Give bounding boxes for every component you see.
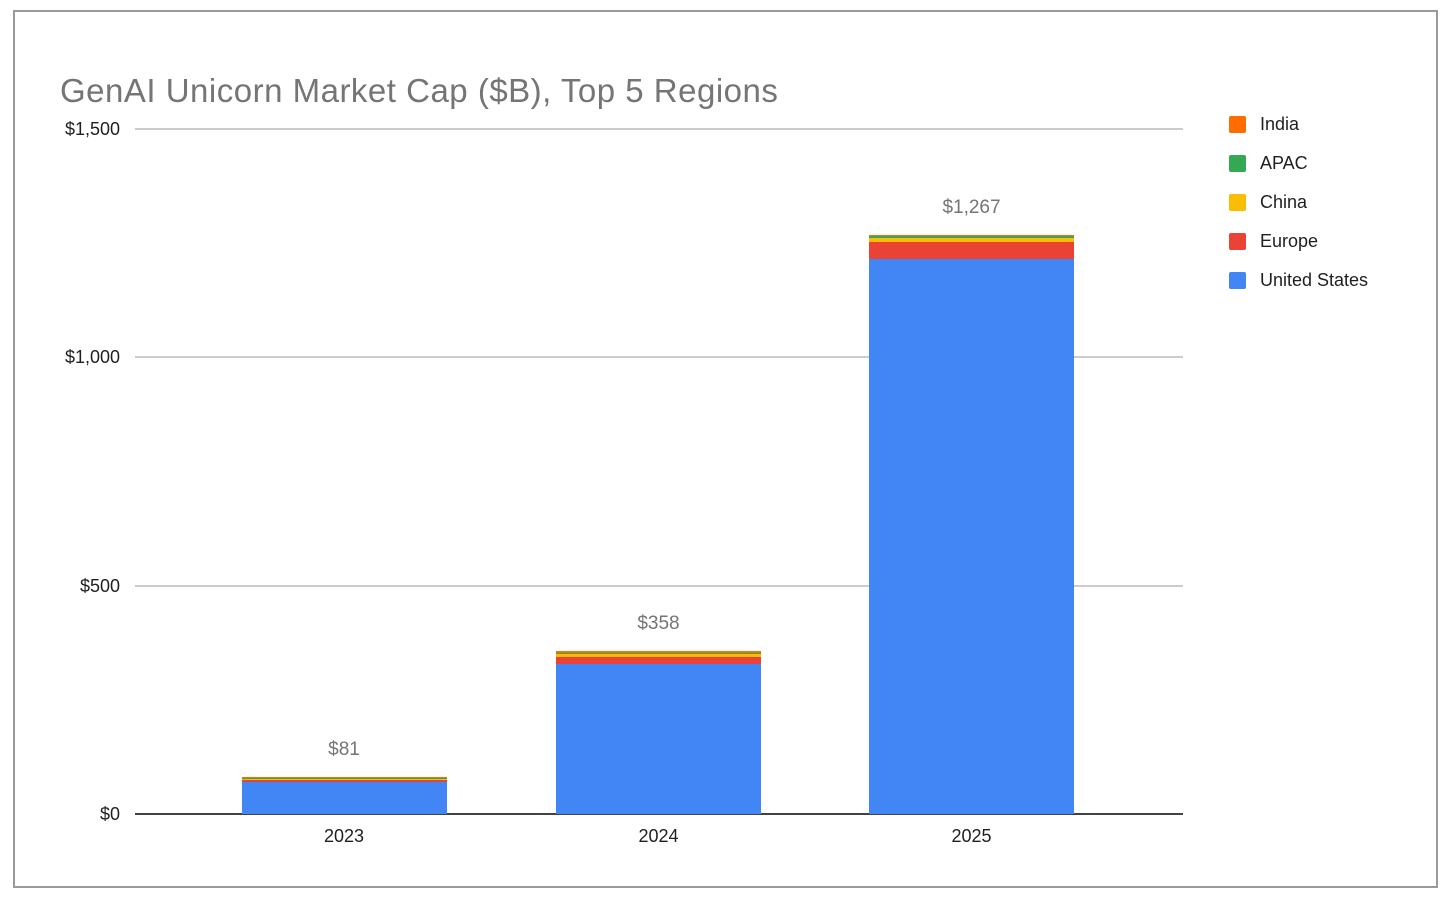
gridline-1000 [135, 356, 1183, 359]
legend-item-india[interactable]: India [1229, 112, 1368, 137]
y-tick-label-1500: $1,500 [64, 119, 120, 139]
x-tick-label-2025: 2025 [951, 826, 992, 846]
plot-area: $0 $500 $1,000 $1,500 $81 $358 $1,267 2023 202… [65, 119, 1183, 846]
legend-item-china[interactable]: China [1229, 190, 1368, 215]
legend-label-united-states: United States [1260, 270, 1369, 290]
legend-swatch-united-states [1229, 272, 1246, 289]
bar-segment-2024-china[interactable] [556, 653, 761, 658]
bar-segment-2025-india[interactable] [869, 235, 1074, 237]
x-tick-label-2024: 2024 [638, 826, 679, 846]
bar-2023[interactable] [241, 777, 447, 814]
bar-segment-2024-united-states[interactable] [556, 664, 761, 814]
total-label-2024: $358 [637, 612, 680, 634]
legend-swatch-europe [1229, 233, 1246, 250]
y-tick-label-0: $0 [99, 804, 120, 824]
legend-item-united-states[interactable]: United States [1229, 268, 1368, 293]
bar-segment-2024-india[interactable] [556, 650, 761, 654]
legend-swatch-india [1229, 116, 1246, 133]
legend-item-apac[interactable]: APAC [1229, 151, 1368, 176]
bar-segment-2023-europe[interactable] [241, 779, 447, 783]
y-tick-label-500: $500 [79, 575, 120, 596]
bar-segment-2025-apac[interactable] [869, 236, 1074, 239]
bar-segment-2025-europe[interactable] [869, 242, 1074, 259]
bar-segment-2023-china[interactable] [241, 778, 447, 780]
chart-title: GenAI Unicorn Market Cap ($B), Top 5 Reg… [60, 72, 779, 110]
legend-item-europe[interactable]: Europe [1229, 229, 1368, 254]
total-label-2025: $1,267 [942, 197, 1001, 219]
bar-segment-2024-europe[interactable] [556, 657, 761, 665]
bar-2025[interactable] [869, 235, 1074, 814]
legend-label-china: China [1260, 192, 1308, 212]
legend-swatch-apac [1229, 155, 1246, 172]
legend: India APAC China Europe United States [1229, 112, 1368, 307]
total-label-2023: $81 [328, 739, 360, 761]
gridline-1500 [135, 128, 1183, 130]
y-tick-label-1000: $1,000 [64, 347, 120, 368]
legend-swatch-china [1229, 194, 1246, 211]
x-tick-label-2023: 2023 [323, 826, 365, 846]
bar-segment-2023-india[interactable] [241, 777, 447, 779]
bar-2024[interactable] [556, 650, 761, 814]
gridline-500 [135, 584, 1183, 587]
legend-label-apac: APAC [1260, 153, 1308, 173]
gridline-0 [135, 813, 1183, 815]
bar-segment-2025-united-states[interactable] [869, 258, 1074, 814]
bar-segment-2023-united-states[interactable] [241, 782, 447, 814]
legend-label-europe: Europe [1260, 231, 1319, 251]
legend-label-india: India [1260, 114, 1300, 134]
bar-segment-2025-china[interactable] [869, 238, 1074, 243]
